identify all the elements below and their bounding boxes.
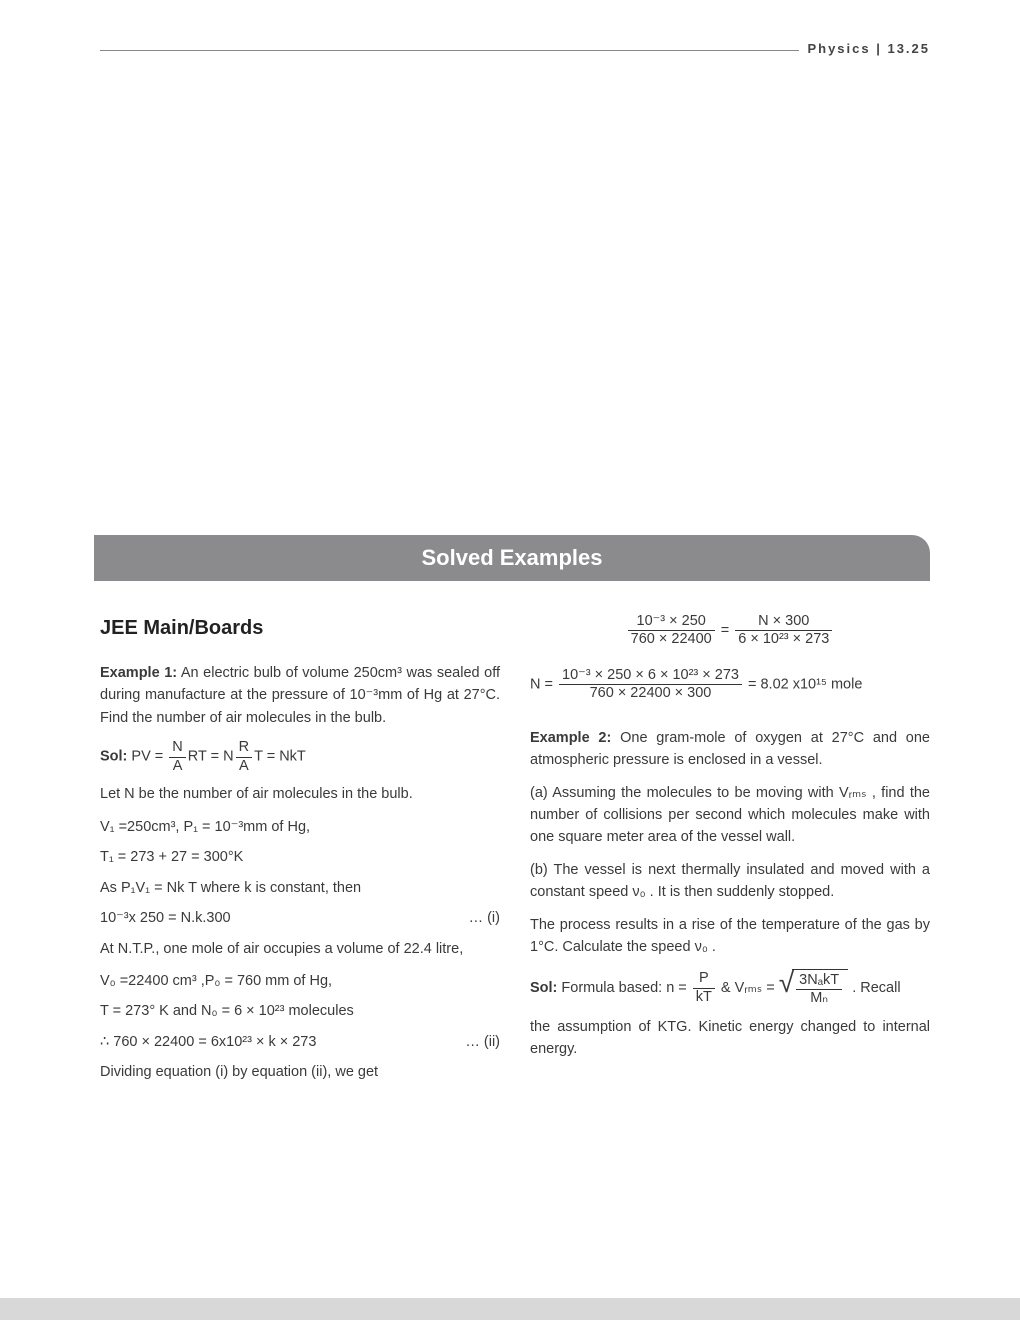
footer-bar xyxy=(0,1298,1020,1320)
ratio-eq: = xyxy=(717,623,734,639)
banner-title: Solved Examples xyxy=(422,545,603,570)
frac-n-a: NA xyxy=(169,739,185,775)
sqrt-expr: √ 3NₐkT Mₙ xyxy=(779,969,848,1008)
sol-eq-mid2: T = NkT xyxy=(254,749,306,765)
sol2-equation: Sol: Formula based: n = P kT & Vᵣₘₛ = √ … xyxy=(530,969,930,1008)
part-b-1: (b) The vessel is next thermally insulat… xyxy=(530,859,930,904)
sol2-pre: Formula based: n = xyxy=(557,980,690,996)
ratio-left: 10⁻³ × 250 760 × 22400 xyxy=(628,613,715,649)
v1-line: V₁ =250cm³, P₁ = 10⁻³mm of Hg, xyxy=(100,816,500,838)
t-line: T = 273° K and N₀ = 6 × 10²³ molecules xyxy=(100,1000,500,1022)
let-n-line: Let N be the number of air molecules in … xyxy=(100,783,500,805)
sol1-equation: Sol: PV = NART = NRAT = NkT xyxy=(100,739,500,775)
page-header: Physics | 13.25 xyxy=(799,41,930,56)
ntp-line: At N.T.P., one mole of air occupies a vo… xyxy=(100,938,500,960)
n-frac: 10⁻³ × 250 × 6 × 10²³ × 273 760 × 22400 … xyxy=(559,667,742,703)
example2-statement: Example 2: One gram-mole of oxygen at 27… xyxy=(530,727,930,772)
sol-eq-pre: PV = xyxy=(127,749,167,765)
content-columns: JEE Main/Boards Example 1: An electric b… xyxy=(100,613,930,1094)
example1-statement: Example 1: An electric bulb of volume 25… xyxy=(100,662,500,729)
section-banner: Solved Examples xyxy=(94,535,930,581)
eq-ii-row: ∴ 760 × 22400 = 6x10²³ × k × 273 … (ii) xyxy=(100,1031,500,1053)
eq-ii-left: ∴ 760 × 22400 = 6x10²³ × k × 273 xyxy=(100,1031,316,1053)
sqrt-frac: 3NₐkT Mₙ xyxy=(796,972,842,1008)
dividing-line: Dividing equation (i) by equation (ii), … xyxy=(100,1061,500,1083)
left-column: JEE Main/Boards Example 1: An electric b… xyxy=(100,613,500,1094)
eq-i-right: … (i) xyxy=(469,907,500,929)
n-equation: N = 10⁻³ × 250 × 6 × 10²³ × 273 760 × 22… xyxy=(530,667,930,703)
eq-i-row: 10⁻³x 250 = N.k.300 … (i) xyxy=(100,907,500,929)
t1-line: T₁ = 273 + 27 = 300°K xyxy=(100,846,500,868)
header-rule: Physics | 13.25 xyxy=(100,50,930,51)
part-b-2: The process results in a rise of the tem… xyxy=(530,914,930,959)
ratio-equation: 10⁻³ × 250 760 × 22400 = N × 300 6 × 10²… xyxy=(530,613,930,649)
sol2-mid: & Vᵣₘₛ = xyxy=(717,980,779,996)
example1-label: Example 1: xyxy=(100,665,177,681)
blank-space xyxy=(100,55,930,535)
ratio-right: N × 300 6 × 10²³ × 273 xyxy=(735,613,832,649)
frac-p-kt: P kT xyxy=(693,970,715,1006)
eq-ii-right: … (ii) xyxy=(465,1031,500,1053)
sol-eq-mid1: RT = N xyxy=(188,749,234,765)
v0-line: V₀ =22400 cm³ ,P₀ = 760 mm of Hg, xyxy=(100,970,500,992)
sol2-line2: the assumption of KTG. Kinetic energy ch… xyxy=(530,1016,930,1061)
part-a: (a) Assuming the molecules to be moving … xyxy=(530,782,930,849)
sol2-post: . Recall xyxy=(848,980,900,996)
n-result: = 8.02 x10¹⁵ mole xyxy=(744,677,862,693)
frac-r-a: RA xyxy=(236,739,252,775)
eq-i-left: 10⁻³x 250 = N.k.300 xyxy=(100,907,231,929)
n-pre: N = xyxy=(530,677,557,693)
right-column: 10⁻³ × 250 760 × 22400 = N × 300 6 × 10²… xyxy=(530,613,930,1094)
sol-label: Sol: xyxy=(100,749,127,765)
as-line: As P₁V₁ = Nk T where k is constant, then xyxy=(100,877,500,899)
sol2-label: Sol: xyxy=(530,980,557,996)
example2-label: Example 2: xyxy=(530,730,611,746)
jee-heading: JEE Main/Boards xyxy=(100,613,500,644)
